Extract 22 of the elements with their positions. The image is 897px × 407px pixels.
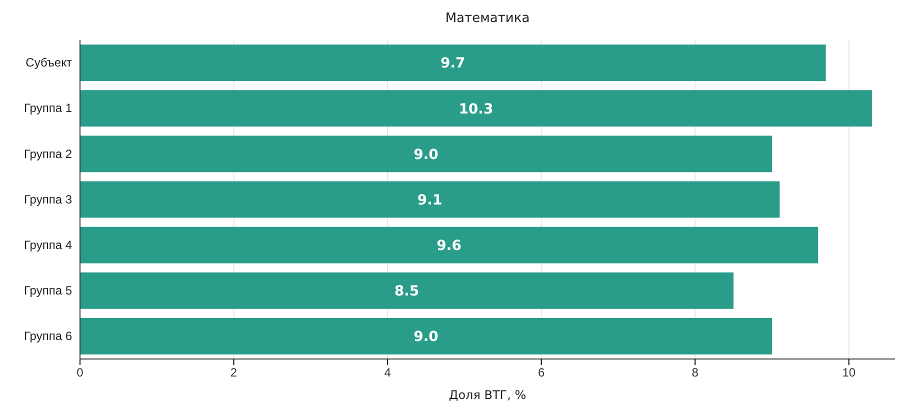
- y-tick-label: Группа 2: [24, 146, 72, 161]
- x-axis-title: Доля ВТГ, %: [448, 388, 526, 402]
- x-tick-label: 4: [384, 366, 392, 380]
- chart-title: Математика: [445, 11, 530, 26]
- data-label: 8.5: [394, 284, 420, 300]
- y-tick-label: Группа 5: [24, 283, 72, 298]
- x-tick-label: 2: [230, 366, 238, 380]
- data-label: 10.3: [458, 101, 494, 118]
- y-tick-label: Группа 3: [24, 192, 72, 206]
- data-label: 9.1: [417, 192, 442, 208]
- y-tick-label: Группа 4: [24, 238, 72, 252]
- x-tick-label: 10: [842, 366, 856, 380]
- y-tick-label: Группа 6: [24, 329, 72, 344]
- x-tick-label: 6: [538, 366, 545, 380]
- x-tick-label: 8: [692, 366, 699, 380]
- y-tick-label: Группа 1: [24, 101, 72, 116]
- data-label: 9.6: [436, 238, 462, 254]
- data-label: 9.0: [414, 146, 439, 163]
- data-label: 9.0: [414, 329, 439, 346]
- data-label: 9.7: [440, 56, 466, 72]
- y-tick-label: Субъект: [26, 56, 72, 70]
- x-tick-label: 0: [76, 366, 84, 380]
